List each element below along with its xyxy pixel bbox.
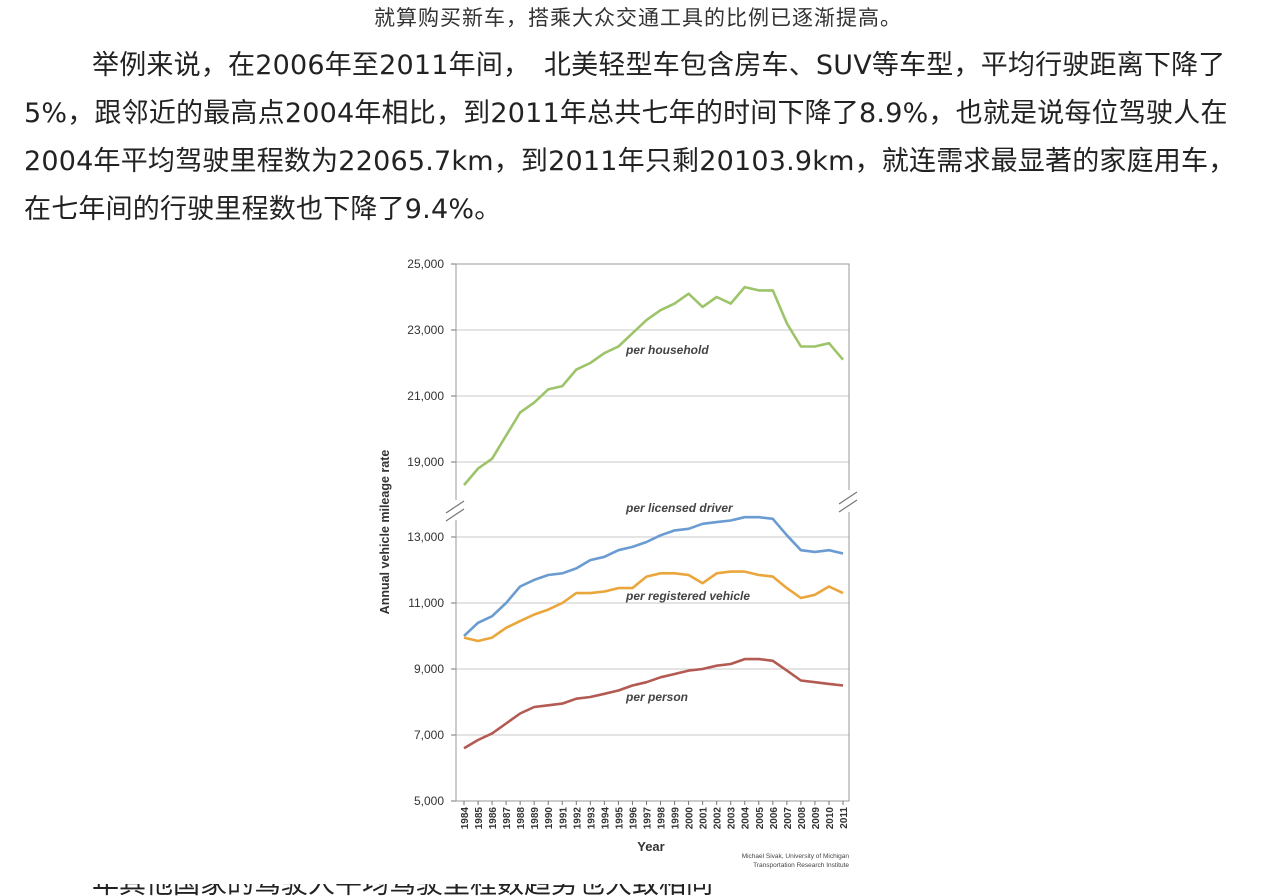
x-tick-labels: 1984 1985 1986 1987 1988 1989 1990 1991 1992 1993… [460, 801, 850, 829]
break-slash [838, 491, 858, 505]
series-label: per registered vehicle [625, 589, 750, 603]
x-tick-label: 2004 [741, 807, 752, 830]
clipped-next-paragraph: 年其他国家的驾驶人平均驾驶里程数趋势也大致相同 [24, 884, 1252, 896]
series-labels: per household per licensed driver per regi… [625, 343, 750, 704]
x-tick-label: 1985 [474, 807, 485, 830]
x-tick-label: 1997 [643, 807, 654, 830]
x-tick-label: 2006 [769, 807, 780, 830]
y-tick-label: 13,000 [407, 530, 444, 544]
y-tick-label: 25,000 [407, 257, 444, 271]
x-tick-label: 1988 [516, 807, 527, 830]
x-tick-label: 2010 [825, 807, 836, 830]
next-paragraph-text: 年其他国家的驾驶人平均驾驶里程数趋势也大致相同 [92, 884, 1252, 896]
x-tick-label: 2009 [811, 807, 822, 830]
source-credit: Michael Sivak, University of Michigan Tra… [742, 853, 850, 869]
break-slash [838, 499, 858, 513]
x-tick-label: 1993 [586, 807, 597, 830]
y-tick-label: 5,000 [414, 794, 444, 808]
top-line-text: 就算购买新车，搭乘大众交通工具的比例已逐渐提高。 [374, 6, 902, 30]
x-tick-label: 1996 [628, 807, 639, 830]
x-tick-label: 1992 [572, 807, 583, 830]
series-line-per-licensed-driver [463, 515, 844, 637]
y-axis-label: Annual vehicle mileage rate [378, 450, 392, 615]
y-tick-label: 9,000 [414, 662, 444, 676]
x-tick-label: 2005 [755, 807, 766, 830]
y-tick-label: 19,000 [407, 455, 444, 469]
x-tick-label: 2000 [685, 807, 696, 830]
x-axis-label: Year [637, 839, 664, 854]
series-line-per-registered-vehicle [463, 570, 844, 643]
series-label: per person [625, 690, 688, 704]
y-tick-label: 7,000 [414, 728, 444, 742]
x-tick-label: 2007 [783, 807, 794, 830]
x-tick-label: 2002 [713, 807, 724, 830]
x-tick-label: 1986 [488, 807, 499, 830]
break-slash [445, 500, 465, 514]
series-line-per-household [463, 285, 844, 486]
x-tick-label: 1999 [671, 807, 682, 830]
x-tick-label: 2011 [839, 807, 850, 829]
break-slash [445, 508, 465, 522]
series-label: per licensed driver [625, 501, 734, 515]
series-line-per-person [463, 657, 844, 750]
x-tick-label: 1994 [600, 807, 611, 830]
x-tick-label: 2008 [797, 807, 808, 830]
plot-frame [455, 263, 850, 802]
grid-lines [451, 263, 849, 802]
x-tick-label: 2003 [727, 807, 738, 830]
y-tick-label: 21,000 [407, 389, 444, 403]
x-tick-label: 1989 [530, 807, 541, 830]
x-tick-label: 1990 [544, 807, 555, 830]
series-label: per household [625, 343, 709, 357]
x-tick-label: 1995 [614, 807, 625, 830]
x-tick-label: 1991 [558, 807, 569, 830]
y-tick-label: 11,000 [408, 596, 444, 610]
body-paragraph: 举例来说，在2006年至2011年间， 北美轻型车包含房车、SUV等车型，平均行… [24, 50, 1236, 225]
x-tick-label: 2001 [699, 807, 710, 830]
y-tick-label: 23,000 [407, 323, 444, 337]
series-lines [463, 285, 844, 750]
x-tick-label: 1984 [460, 807, 471, 830]
y-tick-labels: 5,000 7,000 9,000 11,000 13,000 19,000 21,000 2… [407, 257, 444, 808]
axis-break-marks [445, 490, 858, 522]
x-tick-label: 1998 [657, 807, 668, 830]
x-tick-label: 1987 [502, 807, 513, 830]
